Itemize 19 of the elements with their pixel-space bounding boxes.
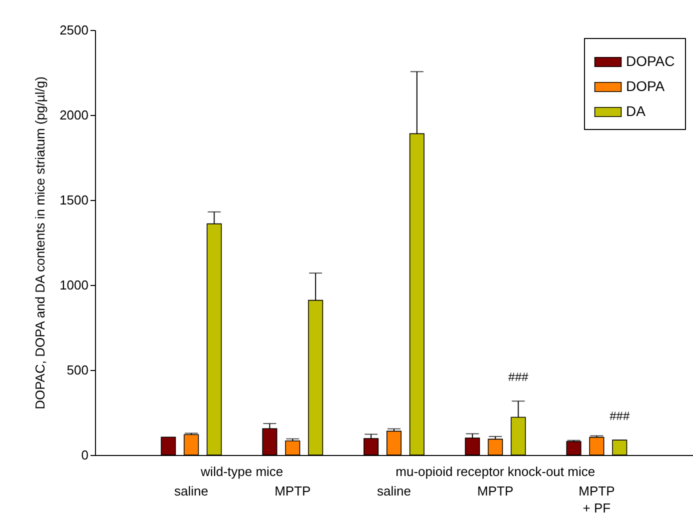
x-tick-label: saline xyxy=(377,484,411,498)
y-axis-title: DOPAC, DOPA and DA contents in mice striatum (pg/µl/g) xyxy=(32,76,48,410)
x-tick-label: MPTP xyxy=(477,484,514,498)
annotation: ### xyxy=(610,409,630,424)
y-tick-label: 0 xyxy=(81,448,88,462)
annotation: ### xyxy=(508,370,529,384)
x-tick-label: saline xyxy=(174,484,208,498)
y-tick-label: 1500 xyxy=(60,192,88,208)
x-tick-label: MPTP + PF xyxy=(578,484,615,516)
y-tick-label: 2500 xyxy=(60,22,88,38)
y-tick-label: 500 xyxy=(66,362,88,378)
legend-label: DA xyxy=(626,103,646,119)
x-tick-label: MPTP xyxy=(274,484,311,498)
y-tick-label: 2000 xyxy=(60,108,88,122)
text: mu-opioid receptor knock-out mice xyxy=(396,464,596,479)
legend-label: DOPAC xyxy=(626,53,675,69)
text: wild-type mice xyxy=(200,464,284,479)
legend-label: DOPA xyxy=(626,78,666,94)
y-tick-label: 1000 xyxy=(60,278,88,292)
